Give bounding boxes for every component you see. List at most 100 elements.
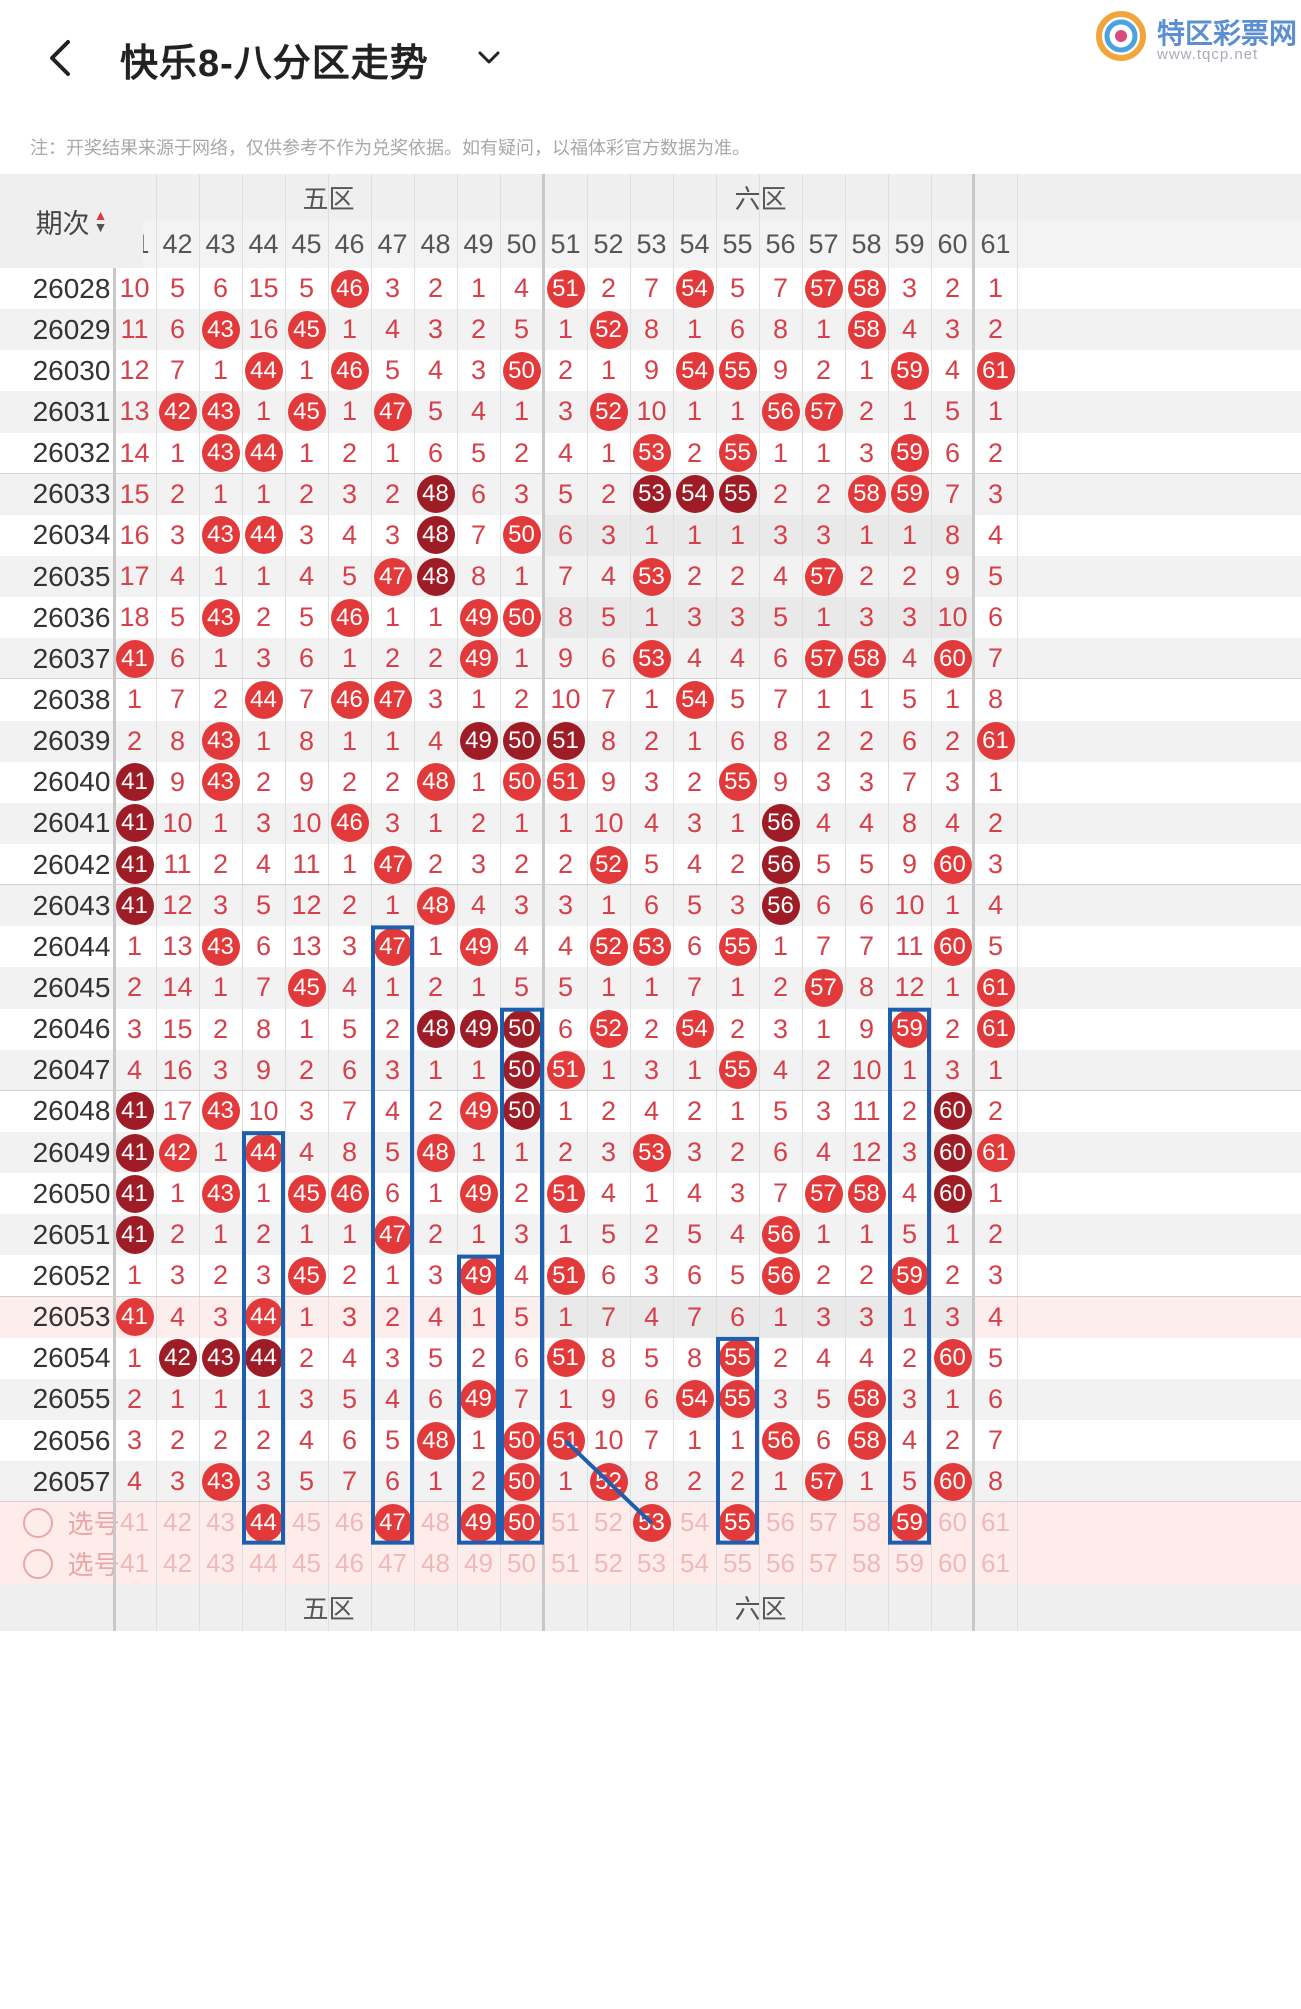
select-number[interactable]: 43	[206, 1507, 235, 1538]
number-header[interactable]: 52	[593, 228, 624, 259]
number-header[interactable]: 56	[765, 228, 796, 259]
selected-number-ball[interactable]: 50	[502, 1503, 541, 1542]
select-number[interactable]: 44	[249, 1548, 278, 1579]
select-number[interactable]: 59	[895, 1548, 924, 1579]
number-header[interactable]: 42	[162, 228, 193, 259]
select-number-cell[interactable]: 58	[845, 1502, 888, 1543]
select-number-cell[interactable]: 44	[242, 1502, 285, 1543]
select-number-cell[interactable]: 53	[630, 1502, 673, 1543]
select-number[interactable]: 61	[981, 1507, 1010, 1538]
select-number[interactable]: 58	[852, 1548, 881, 1579]
sort-icon[interactable]: ▲ ▼	[93, 207, 108, 235]
back-arrow-icon[interactable]	[40, 36, 84, 80]
select-number[interactable]: 50	[507, 1548, 536, 1579]
select-number-cell[interactable]: 53	[630, 1543, 673, 1584]
select-number[interactable]: 57	[809, 1548, 838, 1579]
select-number-cell[interactable]: 41	[113, 1502, 156, 1543]
radio-button[interactable]	[23, 1548, 54, 1579]
number-header[interactable]: 61	[980, 228, 1011, 259]
number-header[interactable]: 47	[377, 228, 408, 259]
number-header[interactable]: 45	[291, 228, 322, 259]
select-number[interactable]: 54	[680, 1548, 709, 1579]
number-header[interactable]: 58	[851, 228, 882, 259]
select-number[interactable]: 56	[766, 1507, 795, 1538]
select-number-cell[interactable]: 49	[457, 1502, 500, 1543]
select-number[interactable]: 49	[464, 1548, 493, 1579]
number-header[interactable]: 44	[248, 228, 279, 259]
number-header[interactable]: 53	[636, 228, 667, 259]
select-number[interactable]: 60	[938, 1507, 967, 1538]
select-number[interactable]: 58	[852, 1507, 881, 1538]
select-number-cell[interactable]: 45	[285, 1502, 328, 1543]
select-number-cell[interactable]: 47	[371, 1543, 414, 1584]
select-number-cell[interactable]: 52	[587, 1543, 630, 1584]
select-number-cell[interactable]: 57	[802, 1543, 845, 1584]
radio-button[interactable]	[23, 1507, 54, 1538]
select-number-cell[interactable]: 57	[802, 1502, 845, 1543]
select-number-cell[interactable]: 47	[371, 1502, 414, 1543]
select-number[interactable]: 54	[680, 1507, 709, 1538]
select-number-toggle[interactable]: 选号	[0, 1502, 143, 1543]
select-number[interactable]: 42	[163, 1507, 192, 1538]
select-number-cell[interactable]: 56	[759, 1502, 802, 1543]
selected-number-ball[interactable]: 44	[244, 1503, 283, 1542]
select-number[interactable]: 52	[594, 1507, 623, 1538]
select-number-cell[interactable]: 44	[242, 1543, 285, 1584]
select-number[interactable]: 51	[551, 1507, 580, 1538]
number-header[interactable]: 48	[420, 228, 451, 259]
number-header[interactable]: 49	[463, 228, 494, 259]
chevron-down-icon[interactable]	[475, 44, 503, 72]
select-number-cell[interactable]: 55	[716, 1543, 759, 1584]
selected-number-ball[interactable]: 47	[373, 1503, 412, 1542]
select-number[interactable]: 45	[292, 1548, 321, 1579]
selected-number-ball[interactable]: 59	[890, 1503, 929, 1542]
select-number[interactable]: 41	[120, 1507, 149, 1538]
number-header[interactable]: 54	[679, 228, 710, 259]
selected-number-ball[interactable]: 55	[718, 1503, 757, 1542]
select-number-cell[interactable]: 49	[457, 1543, 500, 1584]
select-number-cell[interactable]: 42	[156, 1502, 199, 1543]
select-number-cell[interactable]: 59	[888, 1543, 931, 1584]
select-number[interactable]: 52	[594, 1548, 623, 1579]
number-header[interactable]: 43	[205, 228, 236, 259]
select-number[interactable]: 56	[766, 1548, 795, 1579]
select-number[interactable]: 42	[163, 1548, 192, 1579]
select-number-cell[interactable]: 58	[845, 1543, 888, 1584]
select-number-cell[interactable]: 48	[414, 1543, 457, 1584]
select-number-cell[interactable]: 45	[285, 1543, 328, 1584]
select-number[interactable]: 47	[378, 1548, 407, 1579]
select-number-cell[interactable]: 43	[199, 1543, 242, 1584]
select-number[interactable]: 55	[723, 1548, 752, 1579]
select-number[interactable]: 46	[335, 1548, 364, 1579]
select-number-toggle[interactable]: 选号	[0, 1543, 143, 1584]
select-number-cell[interactable]: 46	[328, 1502, 371, 1543]
select-number-cell[interactable]: 51	[544, 1502, 587, 1543]
select-number-cell[interactable]: 60	[931, 1502, 974, 1543]
select-number-cell[interactable]: 54	[673, 1502, 716, 1543]
select-number-cell[interactable]: 41	[113, 1543, 156, 1584]
select-number-cell[interactable]: 46	[328, 1543, 371, 1584]
number-header[interactable]: 55	[722, 228, 753, 259]
select-number-cell[interactable]: 50	[500, 1502, 543, 1543]
number-header[interactable]: 57	[808, 228, 839, 259]
select-number[interactable]: 43	[206, 1548, 235, 1579]
select-number-cell[interactable]: 51	[544, 1543, 587, 1584]
select-number[interactable]: 45	[292, 1507, 321, 1538]
select-number[interactable]: 53	[637, 1548, 666, 1579]
select-number[interactable]: 51	[551, 1548, 580, 1579]
selected-number-ball[interactable]: 53	[632, 1503, 671, 1542]
select-number[interactable]: 57	[809, 1507, 838, 1538]
select-number-cell[interactable]: 60	[931, 1543, 974, 1584]
number-header[interactable]: 50	[506, 228, 537, 259]
select-number[interactable]: 48	[421, 1548, 450, 1579]
select-number-cell[interactable]: 59	[888, 1502, 931, 1543]
number-header[interactable]: 60	[937, 228, 968, 259]
select-number[interactable]: 61	[981, 1548, 1010, 1579]
select-number[interactable]: 60	[938, 1548, 967, 1579]
select-number[interactable]: 41	[120, 1548, 149, 1579]
select-number[interactable]: 48	[421, 1507, 450, 1538]
period-column-header[interactable]: 期次 ▲ ▼	[0, 174, 143, 268]
select-number-cell[interactable]: 42	[156, 1543, 199, 1584]
number-header[interactable]: 59	[894, 228, 925, 259]
page-title[interactable]: 快乐8-八分区走势	[120, 43, 429, 85]
